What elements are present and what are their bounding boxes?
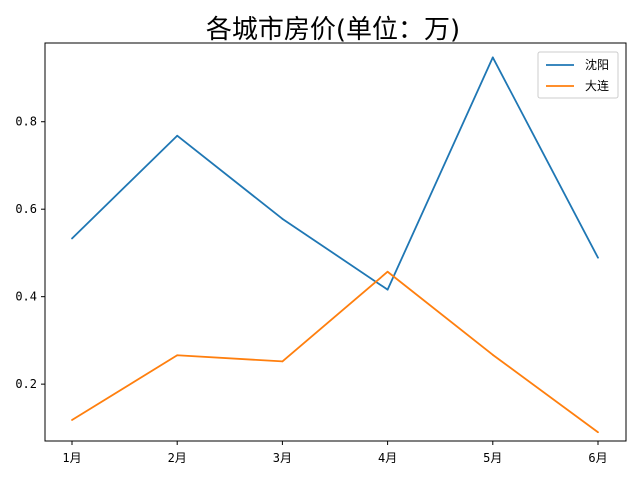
data-point-shenyang [71,237,73,240]
data-point-shenyang [386,288,389,291]
data-point-shenyang [597,256,599,259]
x-tick-label: 5月 [483,451,502,465]
y-tick-label: 0.8 [15,115,37,129]
x-tick-label: 3月 [273,451,292,465]
x-tick-label: 1月 [62,451,81,465]
x-tick-label: 4月 [378,451,397,465]
data-point-shenyang [281,217,284,220]
data-point-dalian [176,354,179,357]
data-point-dalian [281,360,284,363]
legend-label-shenyang: 沈阳 [585,57,609,72]
x-tick-label: 6月 [588,451,607,465]
legend-label-dalian: 大连 [585,78,609,93]
series-line-shenyang [71,56,599,291]
series-layer [71,56,599,434]
legend: 沈阳 大连 [537,51,619,99]
data-point-shenyang [491,56,494,59]
series-line-dalian [71,270,599,433]
plot-frame [44,42,627,442]
data-point-dalian [71,419,73,421]
x-axis: 1月 2月 3月 4月 5月 6月 [62,441,608,465]
y-axis: 0.2 0.4 0.6 0.8 [15,115,45,391]
y-tick-label: 0.6 [15,202,37,216]
chart-title: 各城市房价(单位：万) [206,15,460,45]
y-tick-label: 0.2 [15,377,37,391]
data-point-dalian [597,431,599,434]
y-tick-label: 0.4 [15,290,37,304]
data-point-dalian [491,353,494,356]
x-tick-label: 2月 [168,451,187,465]
data-point-dalian [386,270,389,273]
data-point-shenyang [176,134,179,137]
